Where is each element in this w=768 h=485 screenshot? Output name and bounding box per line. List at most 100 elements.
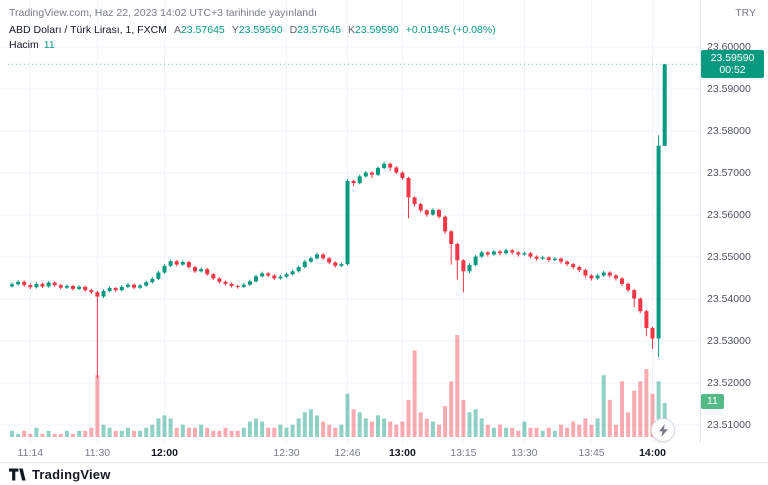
candle-body (22, 281, 27, 286)
volume-bar (46, 430, 51, 437)
volume-bar (382, 418, 387, 437)
volume-bar (437, 424, 441, 437)
volume-bar (64, 430, 69, 437)
time-axis-tick: 13:30 (511, 447, 538, 459)
volume-bar (272, 427, 277, 437)
high-label: Y (231, 24, 239, 36)
volume-bar (247, 421, 252, 437)
tradingview-logo-icon[interactable] (9, 468, 26, 481)
candle-body (595, 275, 600, 279)
volume-bar (125, 427, 130, 437)
candle-body (455, 243, 460, 261)
candle-body (498, 251, 502, 254)
candle-body (266, 273, 271, 276)
volume-bar (376, 415, 380, 437)
candle-body (241, 284, 246, 287)
volume-bar (119, 430, 124, 437)
volume-bar (540, 430, 545, 437)
time-axis[interactable]: 11:14 11:30 12:00 12:30 12:46 13:00 13:15 13:30… (0, 443, 768, 463)
candle-body (626, 283, 631, 291)
volume-bar (229, 430, 234, 437)
volume-bar (278, 424, 283, 437)
candle-body (351, 180, 356, 184)
candle-body (193, 267, 197, 272)
candle-body (620, 278, 624, 284)
candle-body (467, 264, 472, 272)
volume-bar (113, 430, 118, 437)
price-axis-tick: 23.54000 (707, 293, 751, 305)
candle-body (64, 285, 69, 288)
time-axis-tick: 13:45 (578, 447, 605, 459)
volume-bar (430, 421, 435, 437)
candle-body (89, 290, 94, 293)
candle-body (302, 261, 307, 268)
candle-body (601, 272, 606, 276)
volume-bar (16, 433, 21, 437)
brand-name[interactable]: TradingView (32, 466, 111, 482)
last-price-value: 23.59590 (710, 52, 755, 65)
volume-bar (473, 409, 478, 437)
candle-body (229, 283, 234, 286)
volume-bar (339, 424, 344, 437)
volume-bar (308, 409, 313, 437)
volume-bar (345, 393, 350, 437)
volume-bar (193, 427, 197, 437)
volume-bar (601, 375, 606, 437)
volume-bar (180, 424, 185, 437)
candle-body (528, 253, 533, 257)
volume-bar (632, 390, 637, 437)
volume-bar (260, 421, 265, 437)
candle-body (613, 275, 618, 279)
candle-body (577, 267, 582, 271)
volume-bar (199, 424, 204, 437)
candle-body (552, 258, 557, 260)
change-value: +0.01945 (+0.08%) (405, 24, 496, 36)
candle-body (559, 258, 563, 262)
volume-label: Hacim (9, 39, 39, 51)
price-axis[interactable]: 23.60000 23.59000 23.58000 23.57000 23.56000… (700, 0, 768, 443)
volume-bar (510, 427, 515, 437)
volume-bar (394, 424, 399, 437)
candle-body (156, 272, 161, 279)
volume-bar (83, 430, 88, 437)
candle-body (369, 172, 374, 175)
volume-bar (95, 375, 100, 437)
chart-canvas[interactable] (0, 0, 768, 462)
candle-body (321, 254, 326, 259)
volume-bar (418, 412, 423, 437)
candle-body (290, 271, 295, 275)
candle-body (406, 178, 411, 198)
volume-bar (10, 430, 14, 437)
time-axis-tick: 14:00 (639, 447, 666, 459)
lightning-icon (658, 423, 669, 437)
volume-bar (101, 424, 106, 437)
volume-bar (467, 412, 472, 437)
volume-bar (217, 430, 222, 437)
candle-body (125, 284, 130, 287)
volume-bar (22, 430, 27, 437)
candle-body (327, 258, 332, 263)
volume-bar (223, 427, 228, 437)
candle-body (284, 274, 289, 277)
volume-bar (620, 381, 624, 437)
volume-bar (156, 418, 161, 437)
volume-bar (491, 427, 496, 437)
volume-legend: Hacim 11 (9, 39, 55, 51)
ohlc-open: A23.57645 (174, 24, 225, 36)
symbol-legend: ABD Doları / Türk Lirası, 1, FXCM A23.576… (9, 24, 496, 36)
volume-bar (71, 433, 75, 437)
volume-bar (241, 427, 246, 437)
volume-bar (211, 430, 216, 437)
candle-body (534, 256, 539, 259)
volume-bar (144, 427, 149, 437)
candle-body (656, 145, 661, 339)
lightning-button[interactable] (651, 418, 675, 442)
candle-body (278, 276, 283, 279)
candle-body (632, 290, 637, 299)
candle-body (28, 285, 33, 288)
low-label: D (289, 24, 298, 36)
candle-body (473, 256, 478, 265)
price-axis-tick: 23.59000 (707, 83, 751, 95)
volume-bar (351, 409, 356, 437)
candle-body (308, 258, 313, 262)
